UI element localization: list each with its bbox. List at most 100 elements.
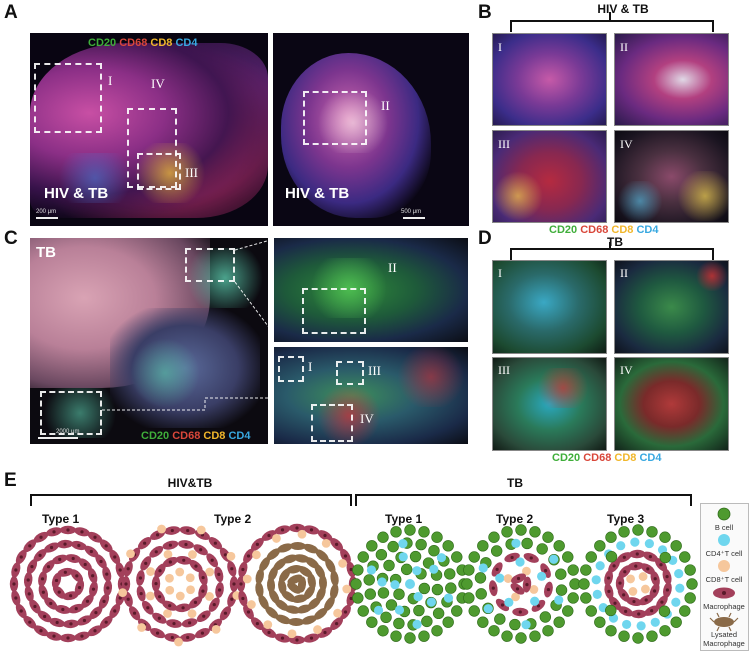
b-cell: [578, 578, 590, 590]
b-cell: [366, 616, 378, 628]
key-icons: [709, 507, 739, 632]
cd4-t-cell: [443, 593, 454, 603]
lysated-macrophage-icon: [714, 617, 734, 627]
scale-bar: [36, 217, 58, 219]
roi-box-ii: [303, 91, 367, 145]
b-cell: [380, 611, 392, 623]
cd8-t-cell: [157, 524, 166, 534]
b-cell: [562, 605, 574, 617]
cd8-t-cell: [226, 551, 236, 561]
scale-text: 500 μm: [401, 209, 422, 215]
cd4-t-cell: [554, 595, 564, 605]
lysated-macrophage-cell: [315, 549, 329, 562]
b-cell: [553, 616, 565, 628]
marker-legend-c: CD20 CD68 CD8 CD4: [141, 430, 250, 442]
marker-cd8: CD8: [203, 430, 226, 442]
scale-bar: [403, 217, 425, 219]
b-cell: [553, 540, 565, 552]
b-cell: [352, 592, 364, 604]
marker-cd20: CD20: [88, 37, 117, 49]
b-cell-icon: [717, 507, 731, 521]
b-cell: [442, 616, 454, 628]
b-cell: [445, 582, 457, 594]
b-cell: [585, 605, 597, 617]
lysated-macrophage-cell: [265, 606, 279, 619]
b-cell: [431, 531, 443, 543]
cd8-t-cell: [503, 574, 513, 583]
b-cell: [451, 605, 463, 617]
b-cell: [539, 611, 552, 623]
panel-label-e: E: [4, 470, 17, 491]
marker-cd68: CD68: [580, 224, 609, 236]
roi-box-top: [185, 248, 235, 282]
b-cell: [501, 526, 513, 538]
cd4-t-cell: [495, 573, 505, 583]
b-cell: [594, 616, 606, 628]
cd8-t-cell: [511, 592, 520, 602]
type-label-hivtb-2: Type 2: [214, 512, 252, 526]
key-label-cd4-t-cell: CD4⁺T cell: [705, 549, 743, 558]
key-label-cd8-t-cell: CD8⁺T cell: [705, 575, 743, 584]
lysated-macrophage-cell: [303, 543, 319, 554]
cd8-t-cell: [522, 566, 531, 576]
panel-label-a: A: [4, 2, 18, 23]
cd4-t-cell: [412, 566, 422, 576]
b-cell: [580, 592, 592, 604]
cd4-t-cell: [671, 597, 681, 607]
lysated-macrophage-cell: [277, 543, 293, 553]
b-cell: [580, 564, 592, 576]
b-cell: [415, 538, 427, 551]
b-cell: [490, 545, 503, 557]
cd8-t-cell: [247, 600, 256, 609]
panel-b-bracket: [510, 20, 714, 32]
cd8-t-cell: [628, 587, 638, 596]
roi-box-iii: [127, 108, 177, 188]
lysated-macrophage-cell: [286, 565, 303, 574]
b-cell: [404, 524, 416, 536]
cd8-t-cell: [188, 550, 197, 559]
cd4-t-cell: [478, 563, 488, 573]
lysated-macrophage-cell: [307, 573, 316, 590]
marker-cd8: CD8: [150, 37, 173, 49]
panel-c-zoom-top-image: II: [274, 238, 468, 342]
roi-box-i: [278, 356, 304, 382]
b-cell: [463, 564, 475, 576]
b-cell: [390, 526, 402, 538]
roi-box-iii: [336, 361, 364, 385]
marker-cd20: CD20: [549, 224, 578, 236]
marker-cd20: CD20: [552, 452, 581, 464]
lysated-macrophage-cell: [325, 558, 336, 574]
lysated-macrophage-cell: [301, 615, 317, 625]
cd8-t-cell: [174, 637, 183, 647]
panel-d-bracket-tick: [609, 242, 611, 250]
panel-b-bracket-tick: [609, 12, 611, 20]
b-cell: [670, 540, 682, 552]
b-cell: [542, 531, 554, 543]
cd8-t-cell: [175, 591, 185, 601]
marker-cd4: CD4: [639, 452, 662, 464]
tile-label-i: I: [498, 40, 502, 54]
cd8-t-cell: [313, 625, 322, 634]
b-cell: [350, 578, 362, 590]
cd8-t-cell: [205, 567, 215, 577]
roi-box-i: [34, 63, 102, 133]
cd8-t-cell: [626, 574, 635, 584]
cd8-t-cell: [641, 584, 650, 594]
b-cell: [605, 551, 618, 563]
b-cell: [555, 584, 568, 596]
b-cell: [679, 605, 691, 617]
b-cell: [658, 605, 671, 617]
cd4-t-cell: [549, 554, 559, 564]
cd8-t-cell: [196, 525, 206, 535]
group-title-tb: TB: [507, 476, 523, 490]
cd4-t-cell: [674, 569, 684, 579]
scale-bar: [38, 437, 78, 439]
b-cell: [529, 630, 541, 642]
b-cell: [509, 618, 521, 631]
b-cell: [542, 625, 554, 637]
cd8-t-cell: [205, 592, 214, 601]
b-cell: [529, 526, 541, 538]
panel-b-tile-iii: III: [492, 130, 607, 223]
cd4-t-cell: [530, 596, 540, 606]
cd4-t-cell: [483, 604, 493, 614]
